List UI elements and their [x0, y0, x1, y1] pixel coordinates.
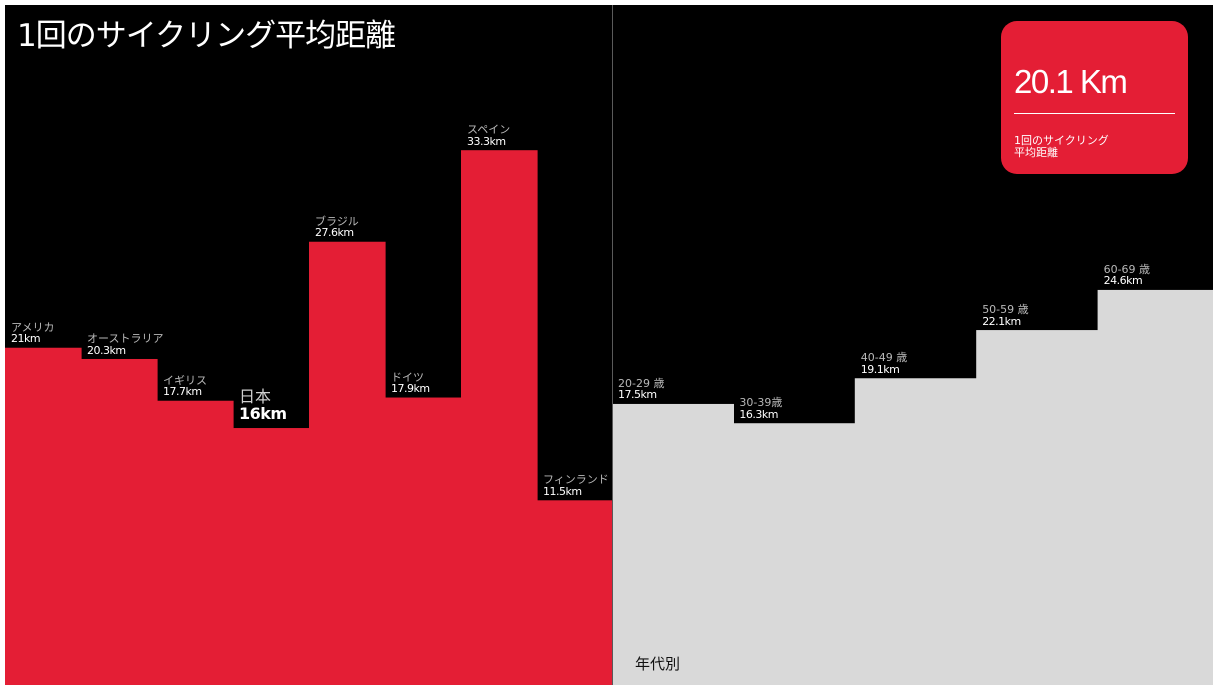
country-bar-label: イギリス 17.7km: [163, 375, 207, 398]
country-value-label: 17.9km: [391, 382, 430, 396]
age-value-label: 16.3km: [739, 407, 778, 421]
country-category-label: ドイツ: [391, 370, 424, 384]
country-value-label: 27.6km: [315, 226, 354, 240]
age-value-label: 22.1km: [982, 314, 1021, 328]
country-bar: [537, 500, 614, 685]
age-bar: [854, 378, 977, 685]
age-value-label: 17.5km: [618, 388, 657, 402]
country-bar: [385, 397, 462, 685]
average-value: 20.1 Km: [1014, 63, 1128, 100]
country-category-label: 日本: [239, 387, 272, 407]
average-caption-text: 1回のサイクリング 平均距離: [1014, 134, 1109, 159]
country-bar: [233, 428, 310, 685]
age-category-label: 40-49 歳: [860, 351, 908, 365]
age-category-label: 30-39歳: [739, 396, 783, 410]
age-category-label: 60-69 歳: [1103, 262, 1151, 276]
average-callout: 20.1 Km 1回のサイクリング 平均距離: [1001, 21, 1188, 174]
country-value-label: 33.3km: [467, 134, 506, 148]
age-bar-label: 50-59 歳 22.1km: [982, 304, 1028, 327]
age-category-label: 50-59 歳: [982, 303, 1029, 317]
country-category-label: オーストラリア: [87, 331, 164, 345]
callout-rule: [1014, 113, 1175, 114]
age-bar-label: 30-39歳 16.3km: [739, 397, 782, 420]
country-bar: [5, 347, 82, 685]
country-value-label: 21km: [11, 332, 41, 346]
age-bar-label: 40-49 歳 19.1km: [861, 352, 907, 375]
average-caption: 1回のサイクリング 平均距離: [1014, 135, 1134, 158]
country-bar: [309, 241, 386, 685]
chart-plot: [5, 150, 1213, 685]
country-bar: [461, 150, 538, 685]
age-bar-label: 60-69 歳 24.6km: [1104, 264, 1150, 287]
country-value-label: 11.5km: [543, 484, 582, 498]
country-bar-label: 日本 16km: [239, 387, 287, 423]
country-bar-label: フィンランド 11.5km: [543, 474, 609, 497]
age-bar: [976, 330, 1099, 685]
country-category-label: アメリカ: [11, 320, 55, 334]
age-bar: [612, 403, 734, 685]
chart-frame: アメリカ 21km オーストラリア 20.3km イギリス 17.7km 日本 16km ブラジ…: [5, 5, 1213, 685]
age-bar: [1097, 289, 1213, 685]
country-value-label: 16km: [239, 403, 287, 423]
age-value-label: 19.1km: [860, 362, 900, 376]
section-divider: [612, 5, 613, 685]
country-bar-label: ブラジル 27.6km: [315, 216, 359, 239]
country-category-label: スペイン: [467, 123, 511, 137]
country-bar-label: オーストラリア 20.3km: [87, 333, 163, 356]
age-value-label: 24.6km: [1103, 274, 1143, 288]
country-category-label: フィンランド: [543, 473, 609, 487]
age-bar-label: 20-29 歳 17.5km: [618, 378, 664, 401]
country-bar: [81, 358, 158, 685]
country-value-label: 20.3km: [87, 343, 126, 357]
age-group-label: 年代別: [635, 655, 681, 673]
age-bar: [733, 423, 856, 685]
country-bar-label: アメリカ 21km: [11, 322, 54, 345]
country-value-label: 17.7km: [163, 385, 202, 399]
country-category-label: イギリス: [163, 373, 207, 387]
country-bar: [157, 400, 234, 685]
age-category-label: 20-29 歳: [618, 376, 665, 390]
country-bar-label: スペイン 33.3km: [467, 124, 510, 147]
chart-title: 1回のサイクリング平均距離: [17, 18, 396, 54]
country-category-label: ブラジル: [315, 214, 359, 228]
country-bar-label: ドイツ 17.9km: [391, 370, 430, 396]
